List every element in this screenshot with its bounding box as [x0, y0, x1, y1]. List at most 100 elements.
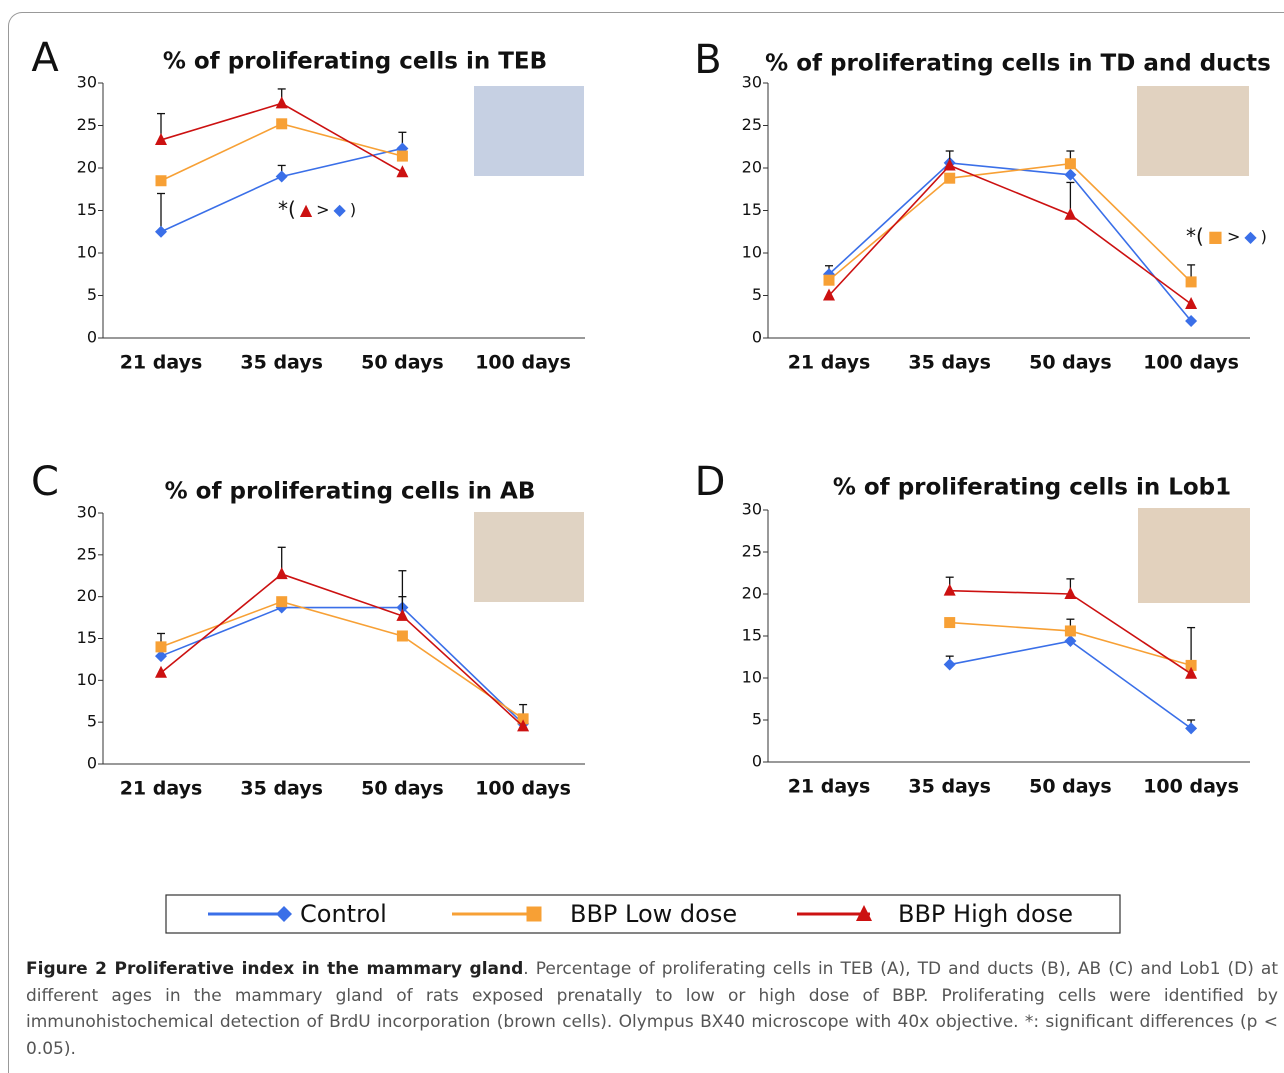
y-tick-label: 20: [742, 158, 762, 177]
chart-title: % of proliferating cells in TEB: [163, 49, 547, 75]
legend-label: BBP Low dose: [570, 900, 737, 928]
y-tick-label: 0: [87, 754, 97, 773]
marker: [276, 118, 288, 130]
x-tick-label: 35 days: [908, 352, 991, 374]
figure: A % of proliferating cells in TEB 0 5 10 15 20…: [31, 35, 1271, 934]
marker: [1064, 625, 1076, 637]
series-line: BBP Low dose: [160, 600, 524, 720]
annotation-part: ◆: [1244, 227, 1257, 246]
x-tick-label: 21 days: [788, 352, 871, 374]
annotation-part: ■: [1208, 227, 1223, 246]
marker: [517, 713, 529, 725]
x-tick-label: 21 days: [788, 776, 871, 798]
y-tick-label: 25: [77, 544, 97, 563]
x-tick-label: 100 days: [475, 778, 571, 800]
annotation-part: ◆: [334, 200, 347, 219]
y-tick-label: 15: [742, 626, 762, 645]
marker: [1064, 635, 1077, 648]
y-tick-label: 10: [742, 243, 762, 262]
series-line: BBP High dose: [160, 573, 524, 727]
x-tick-label: 100 days: [1143, 352, 1239, 374]
y-tick-label: 10: [77, 670, 97, 689]
marker: [1064, 207, 1077, 220]
marker: [275, 96, 288, 109]
marker: [1185, 276, 1197, 288]
y-tick-label: 30: [77, 503, 97, 522]
caption: Figure 2 Proliferative index in the mamm…: [26, 956, 1278, 1062]
annotation-part: *(: [278, 197, 296, 221]
y-tick-label: 20: [77, 158, 97, 177]
y-tick-label: 25: [742, 115, 762, 134]
marker: [155, 641, 167, 653]
panel-letter: D: [695, 459, 726, 505]
x-tick-label: 35 days: [240, 778, 323, 800]
marker: [943, 658, 956, 671]
annotation-part: >: [316, 200, 329, 219]
annotation-part: >: [1227, 227, 1240, 246]
series-line: BBP High dose: [828, 164, 1192, 305]
y-tick-label: 20: [742, 584, 762, 603]
legend-label: BBP High dose: [898, 900, 1073, 928]
y-tick-label: 15: [77, 200, 97, 219]
legend-label: Control: [300, 900, 387, 928]
annotation-part: ▲: [300, 200, 313, 219]
annotation-part: ): [350, 200, 356, 219]
x-tick-label: 100 days: [475, 352, 571, 374]
x-tick-label: 50 days: [361, 352, 444, 374]
x-tick-label: 50 days: [361, 778, 444, 800]
marker: [155, 175, 167, 187]
marker: [396, 150, 408, 162]
panel-letter: B: [694, 37, 721, 83]
y-tick-label: 5: [752, 710, 762, 729]
y-tick-label: 25: [742, 542, 762, 561]
y-tick-label: 15: [77, 628, 97, 647]
series-line: Control: [160, 606, 524, 725]
x-tick-label: 21 days: [120, 352, 203, 374]
marker: [944, 172, 956, 184]
figure-frame: [8, 12, 1284, 1073]
x-tick-label: 100 days: [1143, 776, 1239, 798]
inset-image: [474, 86, 584, 176]
marker: [155, 225, 167, 238]
marker: [1185, 666, 1198, 679]
marker: [1185, 722, 1198, 735]
x-tick-label: 50 days: [1029, 352, 1112, 374]
caption-label: Figure 2 Proliferative index in the mamm…: [26, 959, 524, 979]
marker: [276, 906, 292, 922]
y-tick-label: 30: [77, 73, 97, 92]
marker: [276, 596, 288, 608]
x-tick-label: 21 days: [120, 778, 203, 800]
marker: [943, 583, 956, 596]
inset-image: [1137, 86, 1249, 176]
marker: [396, 630, 408, 642]
marker: [275, 170, 288, 183]
y-tick-label: 15: [742, 200, 762, 219]
marker: [396, 608, 409, 621]
marker: [526, 906, 542, 922]
caption-text: . Percentage of proliferating cells in T…: [26, 959, 1278, 1059]
panel-letter: A: [31, 35, 59, 81]
marker: [1064, 168, 1077, 181]
series-line: Control: [949, 640, 1192, 730]
y-tick-label: 10: [742, 668, 762, 687]
x-tick-label: 50 days: [1029, 776, 1112, 798]
annotation-part: *(: [1186, 224, 1204, 248]
x-tick-label: 35 days: [908, 776, 991, 798]
chart-title: % of proliferating cells in Lob1: [833, 475, 1231, 501]
y-tick-label: 0: [87, 328, 97, 347]
annotation-part: ): [1261, 227, 1267, 246]
annotation: *(■ > ◆): [1186, 224, 1267, 248]
marker: [943, 158, 956, 171]
panel-letter: C: [31, 459, 59, 505]
chart-title: % of proliferating cells in AB: [165, 479, 536, 505]
marker: [1185, 659, 1197, 671]
marker: [1064, 587, 1077, 599]
marker: [1185, 315, 1198, 327]
y-tick-label: 5: [87, 712, 97, 731]
y-tick-label: 20: [77, 586, 97, 605]
chart-title: % of proliferating cells in TD and ducts: [765, 51, 1271, 77]
marker: [944, 617, 956, 629]
y-tick-label: 0: [752, 752, 762, 771]
marker: [155, 132, 167, 145]
